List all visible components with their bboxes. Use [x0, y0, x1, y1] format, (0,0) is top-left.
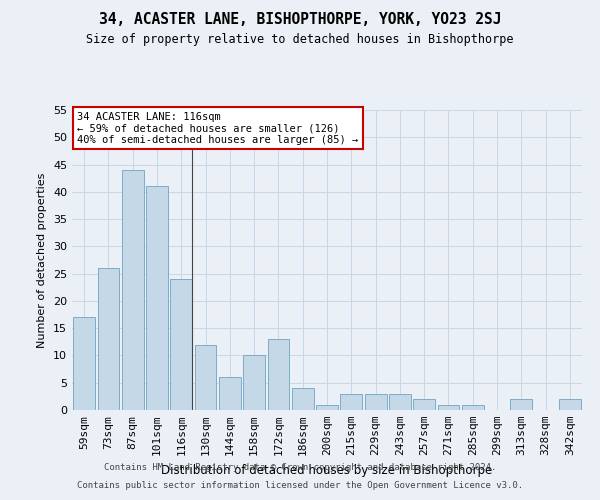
Bar	[243, 356, 265, 410]
Y-axis label: Number of detached properties: Number of detached properties	[37, 172, 47, 348]
Bar	[73, 318, 95, 410]
Bar	[268, 339, 289, 410]
Text: Size of property relative to detached houses in Bishopthorpe: Size of property relative to detached ho…	[86, 32, 514, 46]
Bar	[340, 394, 362, 410]
Text: Contains HM Land Registry data © Crown copyright and database right 2024.: Contains HM Land Registry data © Crown c…	[104, 464, 496, 472]
Bar	[122, 170, 143, 410]
Bar	[413, 399, 435, 410]
Bar	[292, 388, 314, 410]
Text: 34 ACASTER LANE: 116sqm
← 59% of detached houses are smaller (126)
40% of semi-d: 34 ACASTER LANE: 116sqm ← 59% of detache…	[77, 112, 358, 144]
Text: 34, ACASTER LANE, BISHOPTHORPE, YORK, YO23 2SJ: 34, ACASTER LANE, BISHOPTHORPE, YORK, YO…	[99, 12, 501, 28]
Bar	[219, 378, 241, 410]
Bar	[511, 399, 532, 410]
Bar	[437, 404, 460, 410]
Bar	[365, 394, 386, 410]
Bar	[559, 399, 581, 410]
Bar	[389, 394, 411, 410]
Bar	[97, 268, 119, 410]
Bar	[146, 186, 168, 410]
X-axis label: Distribution of detached houses by size in Bishopthorpe: Distribution of detached houses by size …	[161, 464, 493, 476]
Bar	[170, 279, 192, 410]
Bar	[462, 404, 484, 410]
Bar	[194, 344, 217, 410]
Text: Contains public sector information licensed under the Open Government Licence v3: Contains public sector information licen…	[77, 481, 523, 490]
Bar	[316, 404, 338, 410]
